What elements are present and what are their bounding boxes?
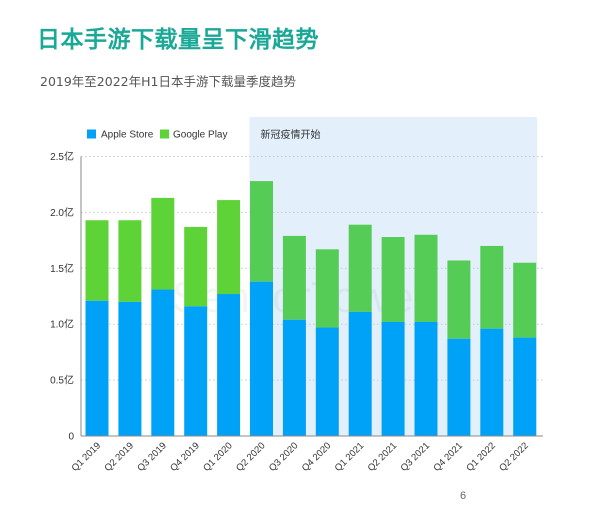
x-tick-label: Q4 2020: [300, 440, 334, 474]
x-tick-label: Q3 2020: [267, 440, 301, 474]
page-number: 6: [460, 490, 467, 502]
legend-swatch-apple-store: [87, 129, 96, 139]
x-tick-label: Q4 2019: [168, 440, 202, 474]
x-tick-label: Q2 2021: [366, 440, 400, 474]
x-tick-label: Q1 2020: [201, 440, 235, 474]
bar-google-play: [217, 200, 241, 295]
page-title: 日本手游下载量呈下滑趋势: [37, 27, 319, 53]
bar-apple-store: [250, 281, 273, 436]
y-tick-label: 1.5亿: [50, 262, 74, 275]
chart-subtitle: 2019年至2022年H1日本手游下载量季度趋势: [40, 74, 296, 89]
x-tick-label: Q3 2019: [135, 440, 169, 474]
bar-google-play: [447, 260, 471, 339]
bar-google-play: [414, 234, 438, 322]
x-tick-label: Q4 2021: [431, 440, 465, 474]
bar-apple-store: [348, 311, 372, 436]
bar-apple-store: [480, 328, 504, 436]
bar-google-play: [118, 220, 142, 302]
bar-apple-store: [381, 321, 405, 436]
legend-swatch-google-play: [160, 129, 169, 139]
y-tick-label: 2.0亿: [50, 206, 74, 219]
bar-apple-store: [282, 319, 306, 436]
x-tick-label: Q2 2020: [234, 440, 268, 474]
legend-label-apple-store: Apple Store: [101, 130, 154, 141]
bar-apple-store: [151, 289, 175, 436]
legend-label-google-play: Google Play: [173, 130, 227, 141]
bar-apple-store: [414, 321, 438, 436]
bar-apple-store: [315, 327, 339, 436]
bar-google-play: [315, 249, 339, 328]
y-tick-label: 1.0亿: [50, 318, 74, 331]
bar-apple-store: [217, 294, 241, 436]
bar-google-play: [348, 224, 372, 312]
x-tick-label: Q1 2019: [70, 440, 104, 474]
bar-apple-store: [513, 337, 537, 436]
bar-google-play: [151, 197, 175, 290]
y-tick-label: 0: [68, 432, 74, 443]
x-tick-label: Q1 2021: [333, 440, 367, 474]
bar-apple-store: [184, 306, 208, 436]
x-tick-label: Q1 2022: [464, 440, 498, 474]
x-tick-label: Q2 2022: [497, 440, 531, 474]
y-tick-label: 2.5亿: [50, 150, 74, 163]
bar-apple-store: [85, 300, 109, 436]
y-tick-label: 0.5亿: [50, 374, 74, 387]
bar-google-play: [480, 245, 504, 329]
covid-annotation-label: 新冠疫情开始: [261, 128, 321, 141]
x-tick-label: Q2 2019: [102, 440, 136, 474]
x-tick-label: Q3 2021: [399, 440, 433, 474]
bar-apple-store: [118, 301, 142, 436]
bar-google-play: [381, 236, 405, 322]
bar-google-play: [250, 181, 273, 282]
bar-google-play: [85, 220, 109, 301]
bar-google-play: [513, 262, 537, 338]
bar-google-play: [282, 235, 306, 320]
bar-apple-store: [447, 338, 471, 436]
bar-google-play: [184, 226, 208, 307]
